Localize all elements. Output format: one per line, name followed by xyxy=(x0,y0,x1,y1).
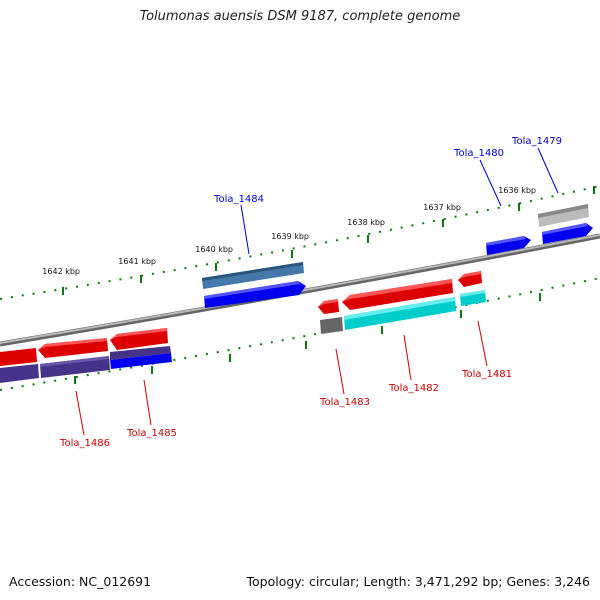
scale-major-ticks xyxy=(62,186,595,295)
length-label: Length: xyxy=(363,574,411,589)
label-leaders xyxy=(75,147,559,436)
gene-label-tola-1486[interactable]: Tola_1486 xyxy=(59,438,110,449)
genes-value: 3,246 xyxy=(554,574,590,589)
gene-label-tola-1481[interactable]: Tola_1481 xyxy=(461,369,512,380)
topology-label: Topology: xyxy=(246,574,305,589)
feature-cds-purple-1486[interactable] xyxy=(40,356,110,378)
accession-info: Accession: NC_012691 xyxy=(9,574,155,589)
scale-major-ticks-inner xyxy=(74,293,541,384)
accession-value: NC_012691 xyxy=(79,574,152,589)
gene-label-tola-1479[interactable]: Tola_1479 xyxy=(511,136,562,147)
scale-tick-label: 1637 kbp xyxy=(423,203,461,212)
feature-gene-tola-1480[interactable] xyxy=(486,236,531,255)
feature-gene-tola-1479[interactable] xyxy=(542,223,593,244)
genes-label: Genes: xyxy=(506,574,551,589)
scale-tick-label: 1642 kbp xyxy=(42,267,80,276)
gene-label-tola-1485[interactable]: Tola_1485 xyxy=(126,428,177,439)
gene-label-tola-1482[interactable]: Tola_1482 xyxy=(388,383,439,394)
scale-tick-label: 1636 kbp xyxy=(498,186,536,195)
length-value: 3,471,292 bp; xyxy=(414,574,503,589)
figure-title: Tolumonas auensis DSM 9187, complete gen… xyxy=(139,9,461,24)
scale-tick-label: 1641 kbp xyxy=(118,257,156,266)
feature-blue-1485[interactable] xyxy=(110,353,172,369)
minus-strand-track xyxy=(0,271,486,383)
feature-cds-partial[interactable] xyxy=(0,364,39,383)
gene-label-tola-1480[interactable]: Tola_1480 xyxy=(453,148,504,159)
scale-tick-label: 1640 kbp xyxy=(195,245,233,254)
genome-stats: Topology: circular; Length: 3,471,292 bp; Ge… xyxy=(246,574,590,589)
feature-grey-1483[interactable] xyxy=(320,317,343,334)
gene-label-tola-1484[interactable]: Tola_1484 xyxy=(213,194,264,205)
feature-cds-purple-1485[interactable] xyxy=(110,346,171,360)
gene-label-tola-1483[interactable]: Tola_1483 xyxy=(319,397,370,408)
feature-gene-tola-1484[interactable] xyxy=(204,281,306,308)
scale-tick-label: 1639 kbp xyxy=(271,232,309,241)
accession-label: Accession: xyxy=(9,574,76,589)
scale-tick-label: 1638 kbp xyxy=(347,218,385,227)
plus-strand-track xyxy=(202,204,593,308)
topology-value: circular; xyxy=(308,574,360,589)
feature-gene-partial[interactable] xyxy=(0,348,37,366)
